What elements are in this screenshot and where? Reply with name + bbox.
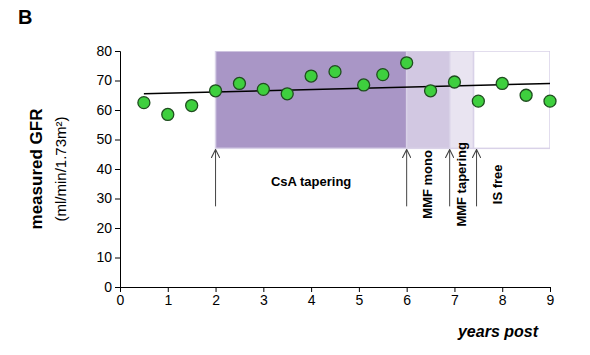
data-point — [305, 70, 317, 82]
y-tick-mark — [115, 287, 120, 288]
y-tick-mark — [115, 51, 120, 52]
data-point — [210, 85, 222, 97]
x-tick: 0 — [117, 287, 125, 308]
x-tick-label: 5 — [355, 292, 363, 308]
y-tick: 50 — [96, 131, 120, 147]
y-tick: 80 — [96, 43, 120, 59]
data-point — [377, 69, 389, 81]
y-tick-label: 60 — [96, 102, 112, 118]
y-tick-mark — [115, 169, 120, 170]
x-tick-label: 0 — [117, 292, 125, 308]
data-point — [162, 108, 174, 120]
panel-label: B — [18, 6, 32, 28]
arrow — [406, 150, 407, 206]
x-tick-label: 1 — [164, 292, 172, 308]
period-box — [450, 51, 474, 148]
y-tick: 10 — [96, 249, 120, 265]
period-box — [474, 51, 550, 148]
arrow — [449, 150, 450, 206]
period-label: MMF mono — [420, 150, 435, 219]
y-tick-label: 10 — [96, 249, 112, 265]
x-tick: 1 — [164, 287, 172, 308]
y-axis: 0 10 20 30 40 50 60 70 80 — [96, 43, 120, 295]
y-axis-line — [115, 52, 121, 288]
y-tick-label: 20 — [96, 220, 112, 236]
y-tick-mark — [115, 110, 120, 111]
periods — [216, 51, 550, 148]
x-tick-label: 7 — [451, 292, 459, 308]
x-tick-label: 9 — [547, 292, 555, 308]
x-tick: 4 — [308, 287, 316, 308]
data-point — [401, 57, 413, 69]
data-point — [358, 79, 370, 91]
y-tick-mark — [115, 258, 120, 259]
y-tick: 30 — [96, 190, 120, 206]
x-axis: 0 1 2 3 4 5 6 7 8 9 — [117, 287, 555, 308]
x-axis-line — [121, 288, 551, 293]
y-tick-label: 70 — [96, 72, 112, 88]
x-tick: 8 — [499, 287, 507, 308]
x-tick: 7 — [451, 287, 459, 308]
x-tick-label: 8 — [499, 292, 507, 308]
y-tick-label: 50 — [96, 131, 112, 147]
chart: 0 10 20 30 40 50 60 70 80 0 1 2 3 4 5 6 7 8 9 CsA tapering M… — [0, 0, 590, 355]
y-tick-label: 30 — [96, 190, 112, 206]
arrow — [215, 150, 216, 206]
y-tick-mark — [115, 199, 120, 200]
x-axis-title: years post — [457, 323, 539, 340]
x-tick: 3 — [260, 287, 268, 308]
y-tick: 20 — [96, 220, 120, 236]
x-tick: 5 — [355, 287, 363, 308]
y-tick: 40 — [96, 161, 120, 177]
y-axis-title: measured GFR — [27, 109, 46, 230]
data-point — [257, 83, 269, 95]
x-tick: 9 — [547, 287, 555, 308]
x-tick-label: 2 — [212, 292, 220, 308]
y-tick-mark — [115, 228, 120, 229]
period-label: IS free — [490, 164, 505, 204]
data-point — [186, 100, 198, 112]
period-box — [407, 51, 450, 148]
y-tick: 60 — [96, 102, 120, 118]
data-point — [520, 89, 532, 101]
x-tick-label: 6 — [403, 292, 411, 308]
data-point — [233, 77, 245, 89]
y-axis-units: (ml/min/1.73m²) — [52, 116, 69, 221]
y-tick: 70 — [96, 72, 120, 88]
period-label: MMF tapering — [454, 142, 469, 227]
data-point — [544, 95, 556, 107]
data-point — [425, 85, 437, 97]
y-tick-mark — [115, 81, 120, 82]
data-point — [448, 76, 460, 88]
x-tick-label: 4 — [308, 292, 316, 308]
x-tick: 2 — [212, 287, 220, 308]
trend-line — [144, 83, 550, 93]
x-tick-label: 3 — [260, 292, 268, 308]
y-tick-mark — [115, 140, 120, 141]
y-tick-label: 0 — [104, 279, 112, 295]
x-tick: 6 — [403, 287, 411, 308]
y-tick-label: 80 — [96, 43, 112, 59]
period-box — [216, 51, 407, 148]
period-label: CsA tapering — [271, 174, 351, 189]
data-point — [281, 88, 293, 100]
data-point — [329, 66, 341, 78]
annotations: CsA tapering MMF mono MMF tapering IS free — [216, 142, 505, 227]
arrow — [476, 150, 477, 206]
data-point — [472, 95, 484, 107]
y-tick-label: 40 — [96, 161, 112, 177]
data-point — [138, 97, 150, 109]
data-point — [496, 77, 508, 89]
plot — [138, 57, 556, 121]
